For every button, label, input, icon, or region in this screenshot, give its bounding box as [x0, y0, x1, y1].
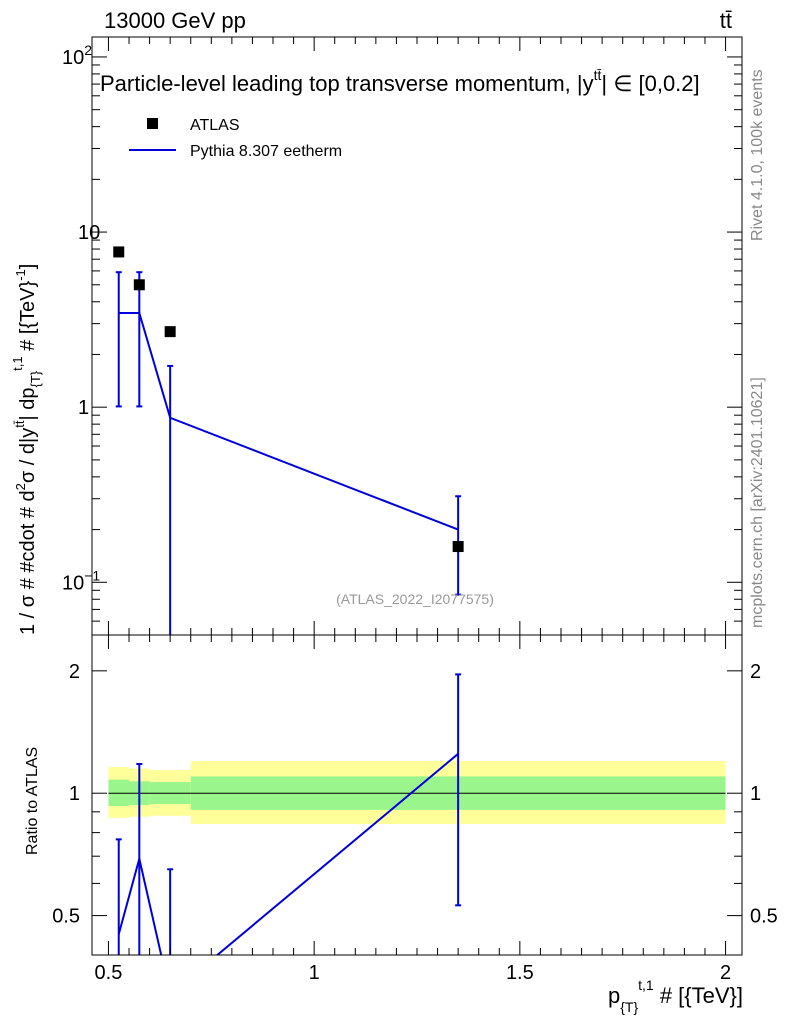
ratio-y-tick-label-right: 1: [750, 783, 761, 805]
x-axis-title: p{T}t,1 # [{TeV}]: [608, 977, 743, 1015]
ratio-axis-ticks: 0.5 1 1.5 2 0.5 0.5 1 1 2 2: [52, 635, 778, 984]
ylabel-mid: σ / d|y: [17, 428, 39, 483]
ratio-x-tick-label: 1: [309, 962, 320, 984]
ratio-y-tick-label: 0.5: [52, 906, 80, 928]
ylabel-mid2: | dp: [17, 388, 39, 421]
main-mc-curve: [118, 311, 459, 531]
ylabel-main: 1 / σ # #cdot # d: [17, 490, 39, 635]
ratio-y-tick-label-right: 0.5: [750, 906, 778, 928]
ylabel-ttbar: tt̄: [12, 420, 27, 428]
ylabel-sub: {T}: [28, 370, 43, 387]
ylabel-exp: -1: [13, 269, 28, 281]
ylabel-sup: t,1: [10, 356, 25, 370]
ratio-y-tick-label: 2: [69, 661, 80, 683]
main-y-axis-title: 1 / σ # #cdot # d2σ / d|ytt̄| dp{T}t,1 #…: [10, 264, 43, 635]
ratio-panel: 0.5 1 1.5 2 0.5 0.5 1 1 2 2 Ratio to ATLAS p{T}t,…: [24, 634, 778, 1015]
analysis-watermark: (ATLAS_2022_I2077575): [336, 591, 494, 607]
ylabel-end: ]: [17, 264, 39, 270]
ylabel-tail: # [{TeV}: [17, 280, 39, 356]
main-data-point: [452, 541, 464, 553]
main-y-tick-label: 10−1: [62, 567, 100, 594]
ratio-x-tick-label: 0.5: [95, 962, 123, 984]
legend-atlas-label: ATLAS: [190, 117, 240, 134]
main-data-point: [113, 246, 125, 258]
title-sup: tt̄: [594, 67, 602, 83]
ratio-uncertainty-bands: [108, 761, 726, 825]
rivet-version-label: Rivet 4.1.0, 100k events: [749, 69, 766, 241]
main-y-tick-label: 1: [78, 397, 89, 419]
title-tail: | ∈ [0,0.2]: [601, 71, 699, 96]
ratio-x-tick-label: 2: [720, 962, 731, 984]
ratio-x-tick-label: 1.5: [506, 962, 534, 984]
legend-atlas-marker: [147, 118, 158, 129]
xlabel-tail: # [{TeV}]: [654, 983, 743, 1008]
ratio-mc-curve: [117, 753, 459, 955]
ratio-mc-line: [117, 753, 459, 955]
main-y-tick-label: 102: [62, 42, 92, 69]
ylabel-sq: 2: [13, 483, 28, 490]
main-y-tick-label: 10: [78, 222, 100, 244]
ratio-y-tick-label-right: 2: [750, 661, 761, 683]
source-url-label: mcplots.cern.ch [arXiv:2401.10621]: [749, 377, 766, 628]
main-data-point: [164, 326, 176, 338]
main-axis-ticks: 10−1 1 10 102: [62, 37, 742, 636]
main-mc-line: [118, 311, 459, 531]
ratio-y-tick-label: 1: [69, 783, 80, 805]
main-data-point: [133, 279, 145, 291]
legend-pythia-label: Pythia 8.307 eetherm: [190, 143, 342, 160]
xlabel-sup: t,1: [638, 977, 654, 993]
main-title: Particle-level leading top transverse mo…: [100, 67, 700, 96]
ratio-y-axis-title: Ratio to ATLAS: [24, 747, 41, 855]
main-data-points: [113, 246, 464, 553]
xlabel-p: p: [608, 983, 620, 1008]
title-text: Particle-level leading top transverse mo…: [100, 71, 594, 96]
main-panel: 10−1 1 10 102 Particle-level leading top tr…: [10, 36, 743, 636]
energy-label: 13000 GeV pp: [104, 8, 246, 33]
xlabel-sub: {T}: [620, 999, 638, 1015]
process-label: tt̄: [720, 8, 732, 33]
